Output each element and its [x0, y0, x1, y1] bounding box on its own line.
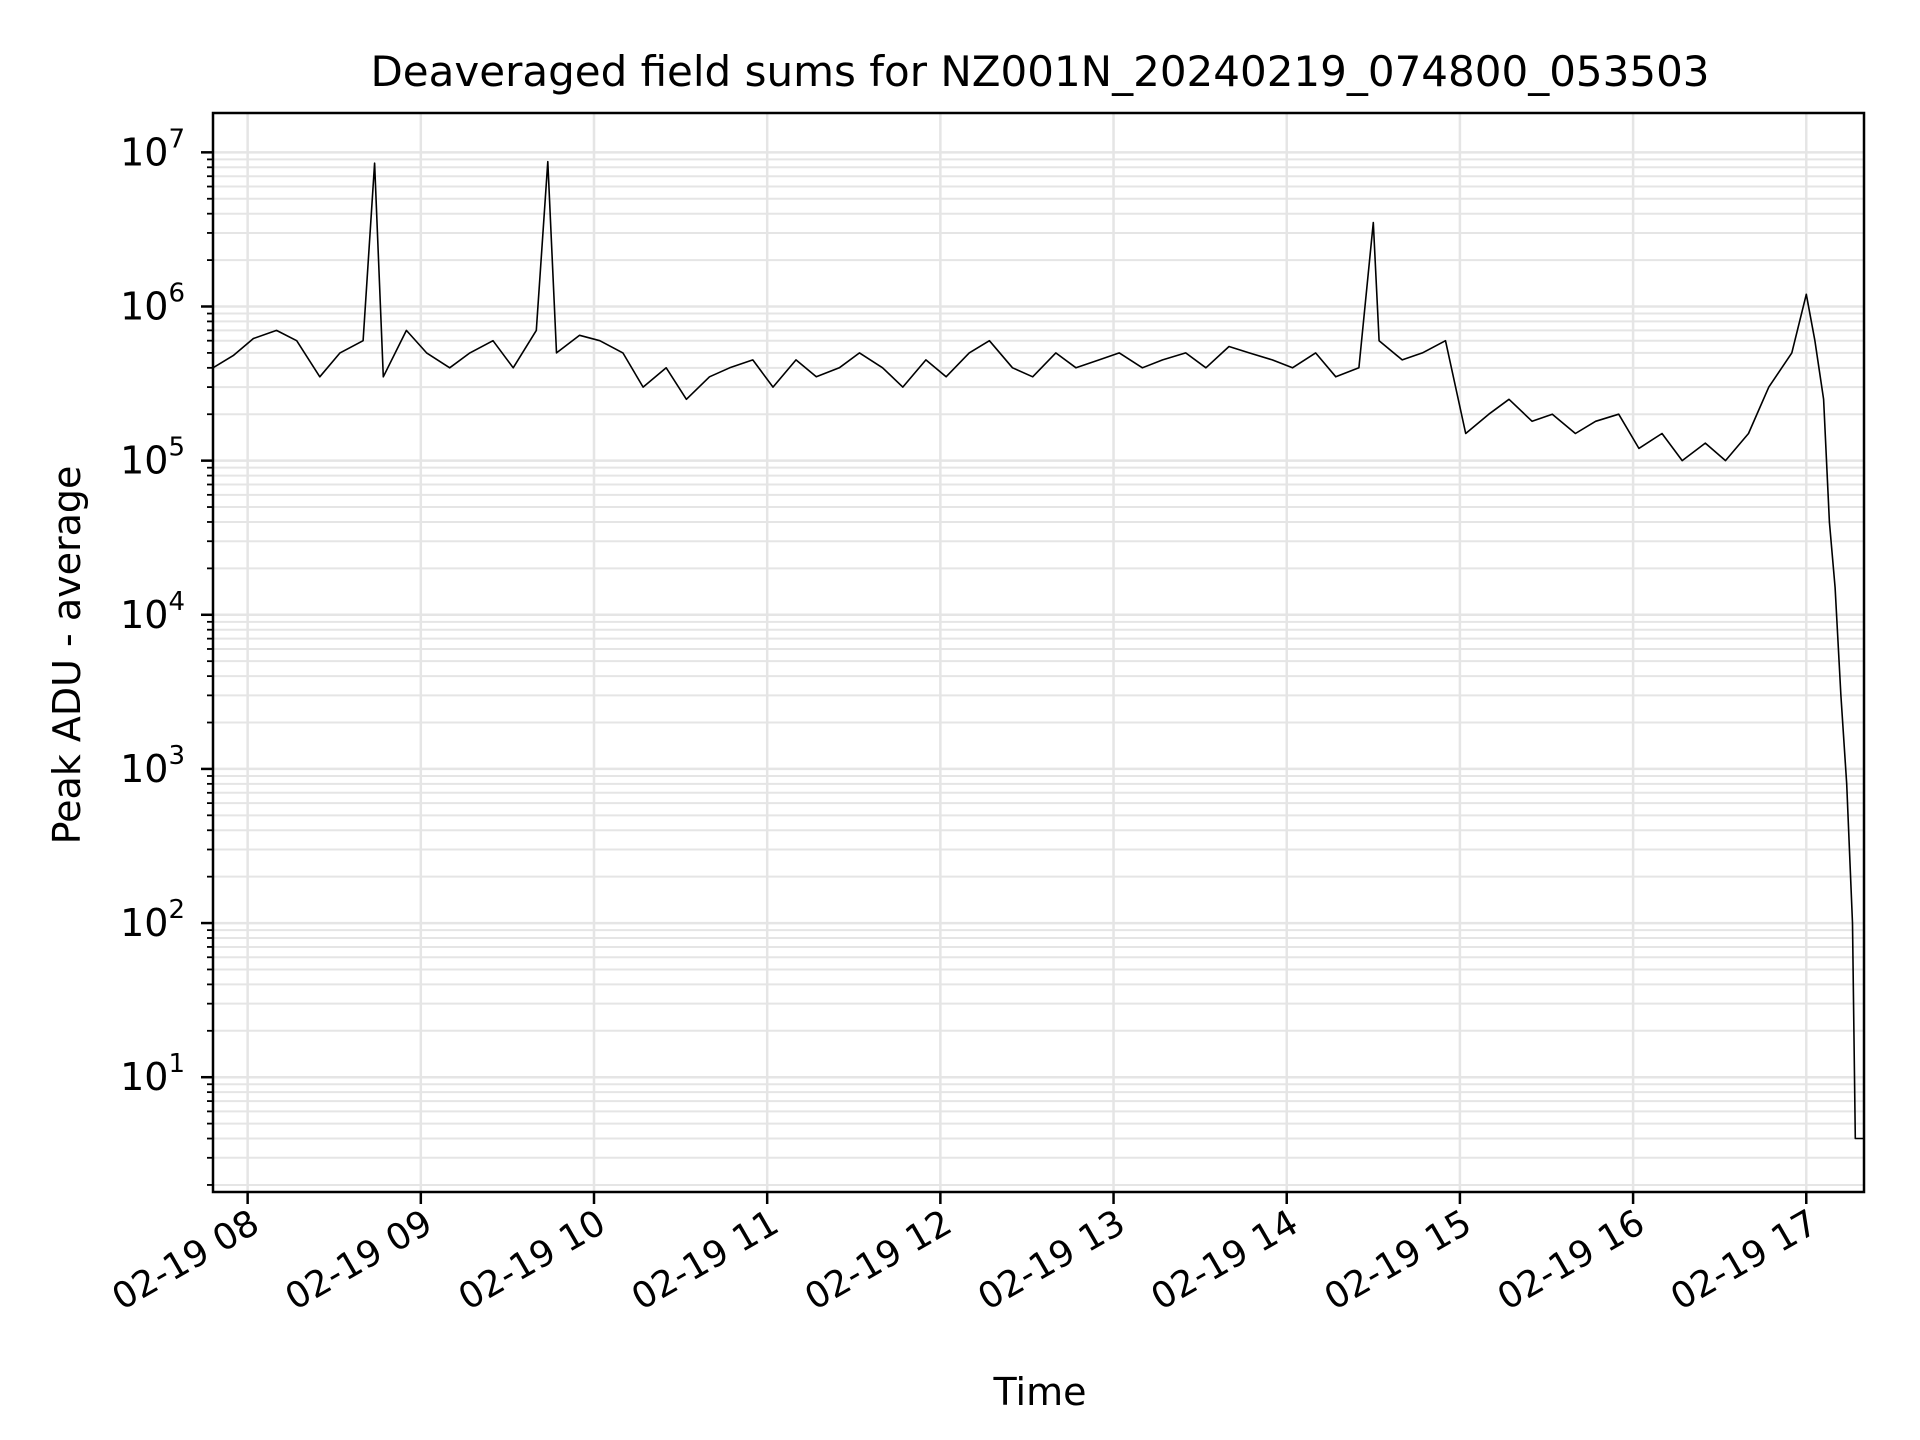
y-tick-base: 10 — [120, 593, 168, 637]
y-tick-label: 104 — [120, 587, 185, 637]
y-tick-label: 106 — [120, 278, 185, 328]
chart-title: Deaveraged field sums for NZ001N_2024021… — [370, 47, 1709, 96]
x-tick-label: 02-19 14 — [1145, 1202, 1306, 1318]
y-tick-base: 10 — [120, 901, 168, 945]
y-tick-label: 101 — [120, 1049, 185, 1099]
y-tick-base: 10 — [120, 130, 168, 174]
y-tick-label: 105 — [120, 433, 185, 483]
series-layer — [212, 160, 1864, 1140]
x-tick-label: 02-19 12 — [798, 1202, 959, 1318]
plot-frame — [211, 111, 1866, 1194]
y-tick-label: 102 — [120, 895, 185, 945]
y-axis-label: Peak ADU - average — [45, 466, 89, 845]
y-tick-exponent: 5 — [168, 433, 185, 463]
x-axis-ticks: 02-19 08 02-19 09 02-19 10 02-19 11 02-19 12… — [105, 1192, 1825, 1319]
y-tick-label: 103 — [120, 741, 185, 791]
x-tick-label: 02-19 13 — [971, 1202, 1132, 1318]
grid-lines — [213, 113, 1864, 1192]
x-tick-label: 02-19 10 — [452, 1202, 613, 1318]
y-tick-exponent: 3 — [168, 741, 185, 771]
x-tick-label: 02-19 17 — [1664, 1202, 1825, 1318]
x-tick-label: 02-19 09 — [279, 1202, 440, 1318]
y-tick-base: 10 — [120, 439, 168, 483]
y-tick-exponent: 7 — [168, 124, 185, 154]
y-tick-exponent: 4 — [168, 587, 185, 617]
x-tick-label: 02-19 15 — [1318, 1202, 1479, 1318]
y-tick-label: 107 — [120, 124, 185, 174]
y-tick-base: 10 — [120, 747, 168, 791]
x-axis-label: Time — [993, 1370, 1087, 1414]
y-tick-exponent: 2 — [168, 895, 185, 925]
y-tick-base: 10 — [120, 1055, 168, 1099]
x-tick-label: 02-19 16 — [1491, 1202, 1652, 1318]
x-tick-label: 02-19 08 — [105, 1202, 266, 1318]
series-line — [212, 160, 1864, 1140]
x-tick-label: 02-19 11 — [625, 1202, 786, 1318]
y-tick-base: 10 — [120, 284, 168, 328]
y-tick-exponent: 6 — [168, 278, 185, 308]
y-tick-exponent: 1 — [168, 1049, 185, 1079]
